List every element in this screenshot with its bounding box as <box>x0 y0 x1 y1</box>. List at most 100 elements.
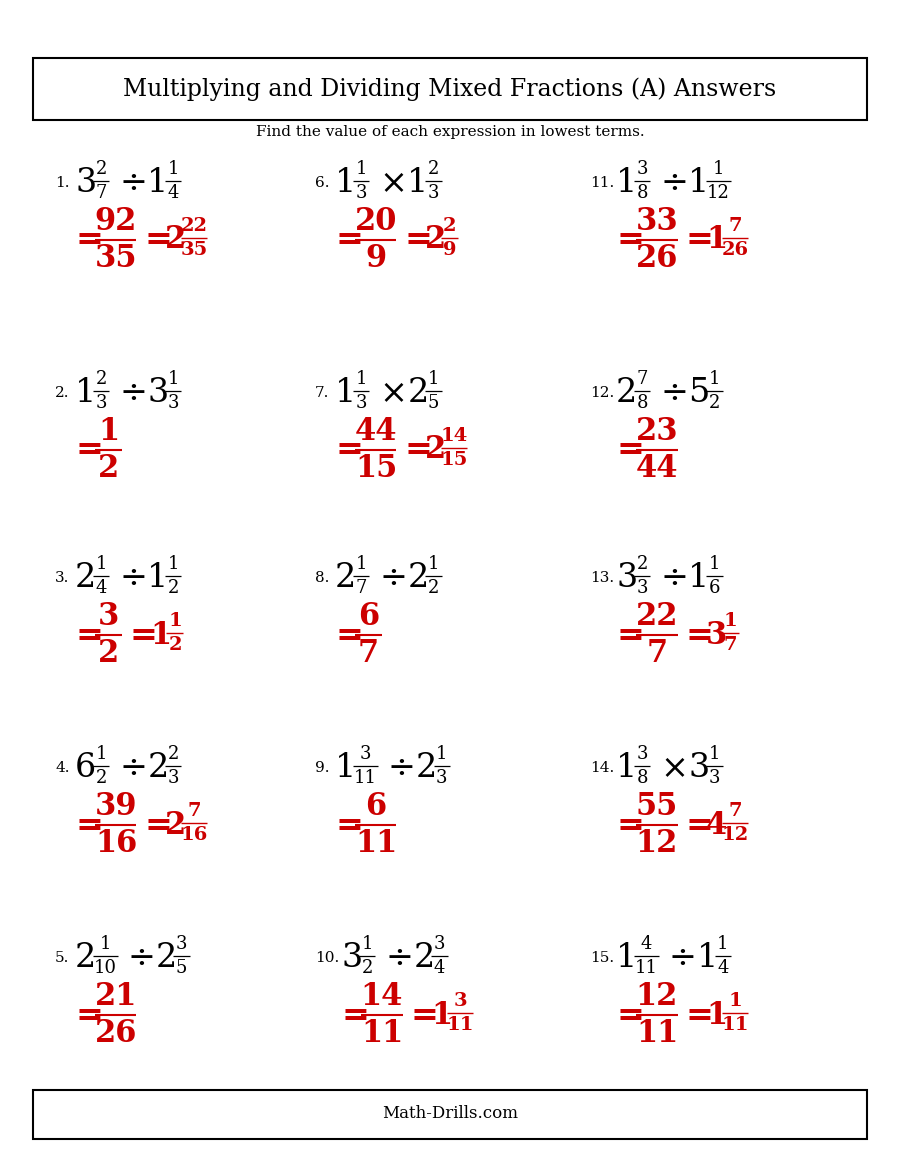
Text: 2: 2 <box>413 942 435 974</box>
Text: 2: 2 <box>95 769 107 786</box>
Text: 13.: 13. <box>590 571 614 585</box>
Text: 1: 1 <box>708 369 720 388</box>
Text: 1: 1 <box>356 369 367 388</box>
Text: 2: 2 <box>95 369 107 388</box>
Text: 5: 5 <box>428 394 439 411</box>
Text: 1: 1 <box>356 555 367 573</box>
Text: 11: 11 <box>446 1016 473 1033</box>
Text: 12: 12 <box>707 184 730 202</box>
Text: 1: 1 <box>362 934 373 953</box>
Text: 1: 1 <box>724 612 737 630</box>
Text: ÷: ÷ <box>128 942 156 974</box>
Text: 3: 3 <box>356 184 367 202</box>
Text: 39: 39 <box>94 791 137 822</box>
Text: 11: 11 <box>634 959 658 976</box>
Text: ÷: ÷ <box>120 167 148 199</box>
Text: 3: 3 <box>436 769 447 786</box>
Text: 9: 9 <box>365 243 386 274</box>
Text: 3: 3 <box>688 751 709 784</box>
Text: 23: 23 <box>635 416 679 447</box>
Text: 2: 2 <box>408 562 428 594</box>
Text: 6: 6 <box>358 601 379 631</box>
Text: 1: 1 <box>431 1000 452 1031</box>
Text: =: = <box>616 809 644 841</box>
Text: 7: 7 <box>636 369 648 388</box>
Text: Find the value of each expression in lowest terms.: Find the value of each expression in low… <box>256 125 644 139</box>
Text: 7: 7 <box>187 802 201 820</box>
Text: 2: 2 <box>75 942 96 974</box>
Text: =: = <box>75 224 103 256</box>
Text: ×: × <box>661 751 688 784</box>
Text: 2: 2 <box>98 638 120 669</box>
Text: 44: 44 <box>355 416 397 447</box>
Text: 1: 1 <box>335 377 356 409</box>
Text: 2: 2 <box>425 435 446 466</box>
Text: 1: 1 <box>713 160 725 177</box>
Text: =: = <box>130 619 158 651</box>
Text: 1: 1 <box>717 934 728 953</box>
Text: 5.: 5. <box>55 951 69 965</box>
Text: 3: 3 <box>706 620 727 650</box>
Text: 1: 1 <box>167 555 179 573</box>
Text: 8: 8 <box>636 769 648 786</box>
Text: =: = <box>686 809 714 841</box>
Text: 10.: 10. <box>315 951 339 965</box>
Text: =: = <box>686 619 714 651</box>
Text: ÷: ÷ <box>120 377 148 409</box>
Text: 12: 12 <box>722 826 749 843</box>
Text: 1: 1 <box>728 991 742 1010</box>
Text: 2.: 2. <box>55 386 69 400</box>
Text: =: = <box>410 998 438 1031</box>
Text: =: = <box>145 224 172 256</box>
Text: 11: 11 <box>354 769 377 786</box>
Text: 1: 1 <box>428 555 439 573</box>
Text: 2: 2 <box>416 751 436 784</box>
Text: 1: 1 <box>98 416 119 447</box>
Text: ÷: ÷ <box>669 942 697 974</box>
Text: ÷: ÷ <box>385 942 413 974</box>
Text: 1: 1 <box>167 369 179 388</box>
Text: 2: 2 <box>443 217 456 235</box>
Text: =: = <box>404 224 432 256</box>
Text: 1: 1 <box>335 751 356 784</box>
Text: 2: 2 <box>708 394 720 411</box>
FancyBboxPatch shape <box>33 1090 867 1139</box>
Text: 14: 14 <box>440 426 468 445</box>
Text: 5: 5 <box>688 377 710 409</box>
Text: 2: 2 <box>156 942 177 974</box>
Text: ×: × <box>379 167 408 199</box>
Text: 11.: 11. <box>590 176 614 190</box>
Text: 22: 22 <box>635 601 679 631</box>
Text: ÷: ÷ <box>661 562 688 594</box>
Text: 4: 4 <box>706 810 727 840</box>
Text: =: = <box>145 809 172 841</box>
Text: Math-Drills.com: Math-Drills.com <box>382 1106 518 1123</box>
Text: =: = <box>616 998 644 1031</box>
Text: =: = <box>404 433 432 466</box>
Text: 4: 4 <box>717 959 728 976</box>
Text: 11: 11 <box>636 1018 678 1048</box>
Text: 1: 1 <box>616 942 637 974</box>
Text: 2: 2 <box>362 959 373 976</box>
Text: 1: 1 <box>148 562 168 594</box>
Text: 3: 3 <box>98 601 120 631</box>
Text: =: = <box>335 433 363 466</box>
Text: 26: 26 <box>635 243 679 274</box>
Text: 15.: 15. <box>590 951 614 965</box>
Text: 8: 8 <box>636 394 648 411</box>
Text: 92: 92 <box>94 206 137 236</box>
Text: 3: 3 <box>167 394 179 411</box>
Text: 9: 9 <box>443 241 456 259</box>
Text: 7: 7 <box>728 802 742 820</box>
FancyBboxPatch shape <box>33 58 867 120</box>
Text: 1: 1 <box>708 555 720 573</box>
Text: 8.: 8. <box>315 571 329 585</box>
Text: 1: 1 <box>150 620 171 650</box>
Text: =: = <box>75 433 103 466</box>
Text: 1: 1 <box>436 744 447 763</box>
Text: 3: 3 <box>341 942 363 974</box>
Text: 1: 1 <box>356 160 367 177</box>
Text: 3: 3 <box>428 184 439 202</box>
Text: 1: 1 <box>75 377 96 409</box>
Text: 2: 2 <box>428 160 439 177</box>
